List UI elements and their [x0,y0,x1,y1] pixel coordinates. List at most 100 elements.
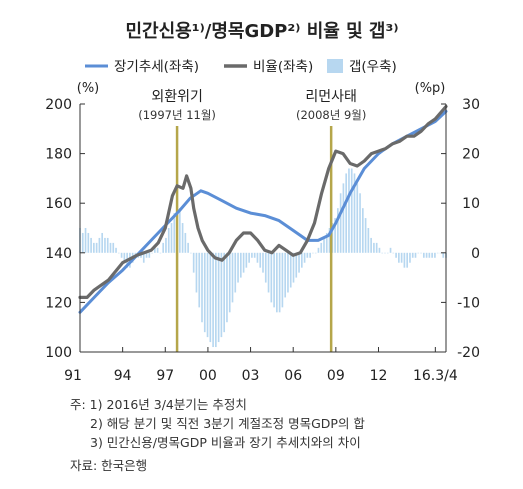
left-tick-label: 200 [45,97,72,113]
gap-bar [170,223,173,253]
gap-bar [298,252,300,273]
gap-bar [284,252,287,298]
gap-bar [234,252,237,293]
gap-bar [245,252,248,268]
gap-bar [353,173,356,253]
gap-bar [356,183,359,253]
gap-bar [212,252,214,348]
gap-bar [178,208,181,253]
gap-bar [184,232,187,253]
right-tick-label: -10 [457,295,480,311]
gap-bar [350,168,353,253]
gap-bar [431,252,433,258]
axes: 200180160140120100(%)3020100-10-20(%p)91… [45,81,480,384]
gap-bar [215,252,217,348]
gap-bar [181,223,184,253]
left-tick-label: 160 [45,196,72,212]
gap-bar [209,252,212,343]
legend-label-ratio: 비율(좌축) [253,59,313,75]
right-tick-label: 20 [462,147,480,163]
right-tick-label: -20 [457,345,480,361]
gap-bar [334,218,336,253]
gap-bar [370,237,372,253]
gap-bar [120,252,123,258]
gap-bar [187,242,189,253]
gap-bar [231,252,234,303]
gap-bar [281,252,284,308]
annotation-sublabel: (1997년 11월) [138,108,216,122]
chart-notes: 주: 1) 2016년 3/4분기는 추정치 2) 해당 분기 및 직전 3분기… [70,395,510,452]
note-1: 주: 1) 2016년 3/4분기는 추정치 [70,397,247,412]
ratio-line [78,104,448,299]
gap-bar [237,252,239,283]
gap-bar [192,252,195,273]
gap-bars [79,168,447,348]
gap-bar [173,213,176,253]
legend-swatch-gap [327,59,343,73]
gap-bar [409,252,411,263]
gap-bar [203,252,206,333]
gap-bar [101,232,104,253]
gap-bar [411,252,414,258]
gap-bar [154,247,156,253]
gap-bar [98,237,101,253]
gap-bar [398,252,400,263]
gap-bar [417,252,420,254]
gap-bar [223,252,226,333]
gap-bar [303,252,306,263]
note-2: 2) 해당 분기 및 직전 3분기 계절조정 명목GDP의 합 [90,416,365,431]
gap-bar [359,193,361,253]
gap-bar [264,252,267,283]
right-axis-unit: (%p) [415,81,446,96]
gap-bar [206,252,209,338]
left-axis-unit: (%) [77,81,100,96]
right-tick-label: 30 [462,97,480,113]
gap-bar [292,252,295,283]
gap-bar [364,218,367,253]
gap-bar [165,237,167,253]
gap-bar [253,252,256,258]
gap-bar [115,247,117,253]
x-tick-label: 94 [114,368,132,384]
gap-bar [106,237,109,253]
gap-bar [90,237,92,253]
gap-bar [295,252,298,278]
gap-bar [345,173,348,253]
gap-bar [403,252,406,268]
gap-bar [378,247,381,253]
gap-bar [151,252,153,254]
gap-bar [406,252,409,268]
chart-title: 민간신용¹⁾/명목GDP²⁾ 비율 및 갭³⁾ [125,21,398,42]
gap-bar [104,237,106,253]
gap-bar [93,242,95,253]
gap-bar [348,168,350,253]
gap-bar [148,252,151,258]
gap-bar [312,252,314,254]
gap-bar [217,252,220,343]
gap-bar [198,252,201,308]
source-note: 자료: 한국은행 [70,458,148,473]
gap-bar [314,252,317,254]
gap-bar [400,252,403,263]
gap-bar [309,252,311,258]
gap-bar [220,252,223,338]
gap-bar [442,252,445,258]
x-tick-label: 12 [370,368,388,384]
gap-bar [167,228,170,253]
gap-bar [317,247,320,253]
left-tick-label: 100 [45,345,72,361]
gap-bar [375,242,378,253]
gap-bar [228,252,231,313]
gap-bar [278,252,281,313]
gap-bar [287,252,289,293]
legend-label-trend: 장기추세(좌축) [114,59,199,75]
gap-bar [226,252,228,323]
gap-bar [414,252,417,258]
annotation-sublabel: (2008년 9월) [296,108,366,122]
gap-bar [256,252,259,263]
gap-bar [395,252,397,258]
gap-bar [306,252,309,258]
gap-bar [270,252,273,303]
gap-bar [259,252,262,268]
legend: 장기추세(좌축) 비율(좌축) 갭(우축) [85,59,397,75]
